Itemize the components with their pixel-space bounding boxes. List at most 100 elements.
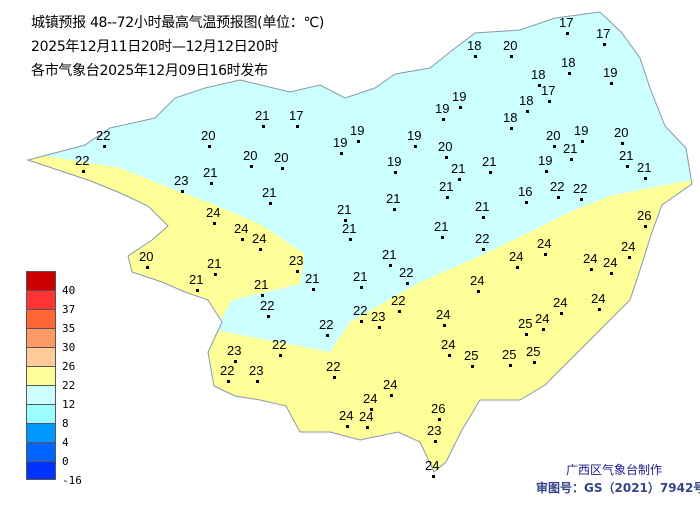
station-temperature: 24 [383,377,397,392]
station-dot [360,320,363,323]
station-dot [526,110,529,113]
forecast-period: 2025年12月11日20时—12月12日20时 [31,39,279,55]
legend-label: 12 [62,398,76,411]
station-dot [477,290,480,293]
station-dot [509,364,512,367]
station-temperature: 22 [319,317,333,332]
station-dot [525,333,528,336]
station-dot [340,152,343,155]
station-dot [557,196,560,199]
station-temperature: 21 [439,179,453,194]
station-dot [378,326,381,329]
station-temperature: 21 [254,277,268,292]
station-dot [471,365,474,368]
station-temperature: 17 [541,83,555,98]
station-dot [580,198,583,201]
station-dot [459,106,462,109]
station-dot [261,294,264,297]
station-temperature: 18 [467,38,481,53]
station-dot [560,312,563,315]
station-dot [389,264,392,267]
station-dot [262,125,265,128]
station-dot [103,145,106,148]
station-temperature: 24 [425,458,439,473]
station-dot [590,268,593,271]
station-temperature: 22 [399,265,413,280]
station-temperature: 24 [470,273,484,288]
station-temperature: 24 [234,221,248,236]
station-dot [628,256,631,259]
station-dot [610,272,613,275]
station-temperature: 21 [637,160,651,175]
station-temperature: 24 [436,307,450,322]
station-temperature: 25 [502,347,516,362]
station-dot [250,165,253,168]
color-legend [26,271,56,480]
station-dot [542,328,545,331]
legend-label: 30 [62,341,76,354]
station-temperature: 24 [537,236,551,251]
station-temperature: 23 [174,173,188,188]
station-dot [82,170,85,173]
station-temperature: 18 [561,55,575,70]
station-dot [296,125,299,128]
station-temperature: 21 [482,154,496,169]
station-dot [445,156,448,159]
legend-swatch [26,290,56,309]
station-temperature: 24 [509,249,523,264]
station-temperature: 19 [574,123,588,138]
station-temperature: 18 [519,93,533,108]
legend-label: 0 [62,455,69,468]
station-temperature: 21 [353,269,367,284]
station-dot [281,167,284,170]
station-dot [581,140,584,143]
station-dot [644,225,647,228]
legend-swatch [26,309,56,328]
station-temperature: 22 [260,298,274,313]
station-dot [414,145,417,148]
issue-info: 各市气象台2025年12月09日16时发布 [31,63,268,79]
station-temperature: 24 [553,295,567,310]
station-temperature: 21 [475,199,489,214]
station-dot [510,127,513,130]
station-dot [196,289,199,292]
station-temperature: 18 [503,110,517,125]
station-temperature: 19 [538,153,552,168]
station-temperature: 19 [435,101,449,116]
station-dot [438,418,441,421]
station-dot [545,170,548,173]
station-dot [227,380,230,383]
station-temperature: 25 [464,348,478,363]
station-dot [446,196,449,199]
legend-swatch [26,366,56,385]
station-dot [357,140,360,143]
station-dot [181,190,184,193]
station-dot [603,43,606,46]
station-dot [610,82,613,85]
station-temperature: 20 [614,125,628,140]
station-temperature: 21 [262,185,276,200]
station-dot [208,145,211,148]
legend-swatch [26,404,56,423]
station-dot [344,219,347,222]
station-dot [482,216,485,219]
station-dot [296,270,299,273]
map-title: 城镇预报 48--72小时最高气温预报图(单位：℃) [31,15,325,31]
station-temperature: 21 [386,191,400,206]
station-dot [279,354,282,357]
station-temperature: 21 [382,247,396,262]
station-temperature: 17 [596,26,610,41]
legend-swatch [26,442,56,461]
station-dot [349,238,352,241]
station-temperature: 24 [621,239,635,254]
station-dot [566,32,569,35]
producer-credit: 广西区气象台制作 [566,463,663,477]
station-temperature: 19 [452,89,466,104]
station-temperature: 23 [289,253,303,268]
station-temperature: 21 [305,271,319,286]
station-temperature: 21 [451,161,465,176]
station-temperature: 22 [573,181,587,196]
station-dot [516,266,519,269]
